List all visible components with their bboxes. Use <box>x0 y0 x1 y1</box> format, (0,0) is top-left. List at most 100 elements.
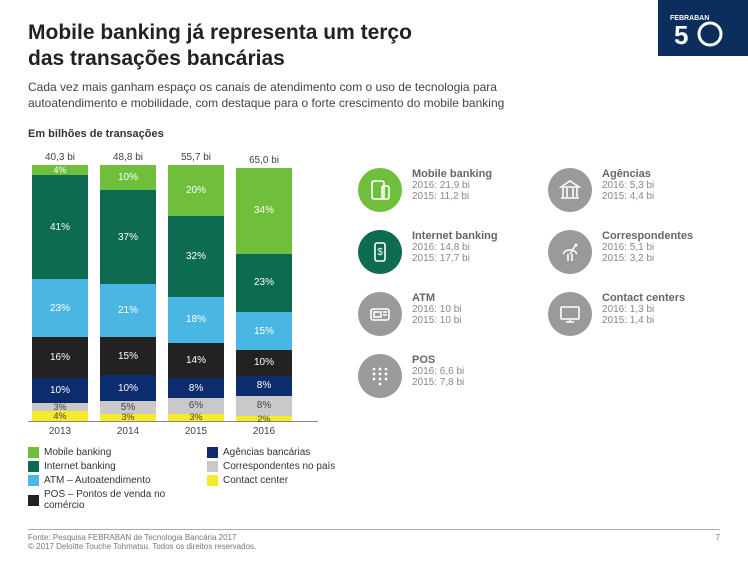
seg-2015-atm: 18% <box>168 297 224 343</box>
panel-text-tablet: Mobile banking2016: 21,9 bi2015: 11,2 bi <box>412 168 492 202</box>
bar-2014: 48,8 bi3%5%10%15%21%37%10% <box>100 152 156 421</box>
legend-label-internet: Internet banking <box>44 461 116 472</box>
bar-total-2015: 55,7 bi <box>181 152 211 163</box>
legend-mobile: Mobile banking <box>28 447 189 458</box>
panel-l1-atm: 2016: 10 bi <box>412 304 462 315</box>
panel-l2-bank: 2015: 4,4 bi <box>602 191 654 202</box>
seg-2013-contact: 4% <box>32 411 88 421</box>
panel-name-monitor: Contact centers <box>602 292 685 304</box>
panel-name-bank: Agências <box>602 168 654 180</box>
bar-2013: 40,3 bi4%3%10%16%23%41%4% <box>32 152 88 421</box>
legend-contact: Contact center <box>207 475 368 486</box>
svg-text:$: $ <box>377 247 383 258</box>
panel-bank: Agências2016: 5,3 bi2015: 4,4 bi <box>548 168 720 212</box>
seg-2015-contact: 3% <box>168 414 224 422</box>
swatch-mobile <box>28 447 39 458</box>
legend-internet: Internet banking <box>28 461 189 472</box>
seg-2014-mobile: 10% <box>100 165 156 190</box>
page-subtitle: Cada vez mais ganham espaço os canais de… <box>28 79 548 113</box>
swatch-contact <box>207 475 218 486</box>
panel-monitor: Contact centers2016: 1,3 bi2015: 1,4 bi <box>548 292 720 336</box>
dish-icon <box>548 230 592 274</box>
atm-icon <box>358 292 402 336</box>
seg-2013-internet: 41% <box>32 175 88 279</box>
bar-total-2016: 65,0 bi <box>249 155 279 166</box>
panel-name-atm: ATM <box>412 292 462 304</box>
seg-2016-mobile: 34% <box>236 168 292 254</box>
seg-2014-atm: 21% <box>100 284 156 337</box>
swatch-pos <box>28 495 39 506</box>
page-number: 7 <box>716 533 720 551</box>
panel-l2-atm: 2015: 10 bi <box>412 315 462 326</box>
x-axis-labels: 2013201420152016 <box>28 426 318 437</box>
seg-2015-agencias: 8% <box>168 378 224 398</box>
panel-name-dish: Correspondentes <box>602 230 693 242</box>
panel-text-dollar: Internet banking2016: 14,8 bi2015: 17,7 … <box>412 230 498 264</box>
seg-2016-internet: 23% <box>236 254 292 312</box>
panel-l2-monitor: 2015: 1,4 bi <box>602 315 685 326</box>
panel-l2-dish: 2015: 3,2 bi <box>602 253 693 264</box>
seg-2016-contact: 2% <box>236 416 292 421</box>
seg-2016-atm: 15% <box>236 312 292 350</box>
swatch-corresp <box>207 461 218 472</box>
panel-name-tablet: Mobile banking <box>412 168 492 180</box>
legend-atm: ATM – Autoatendimento <box>28 475 189 486</box>
panel-l1-dollar: 2016: 14,8 bi <box>412 242 498 253</box>
seg-2014-contact: 3% <box>100 414 156 422</box>
panel-text-dish: Correspondentes2016: 5,1 bi2015: 3,2 bi <box>602 230 693 264</box>
seg-2016-pos: 10% <box>236 350 292 375</box>
chart-legend: Mobile banking Agências bancárias Internet… <box>28 447 368 511</box>
tablet-icon <box>358 168 402 212</box>
seg-2014-agencias: 10% <box>100 375 156 400</box>
swatch-agencias <box>207 447 218 458</box>
legend-label-atm: ATM – Autoatendimento <box>44 475 151 486</box>
chart-title: Em bilhões de transações <box>28 128 318 140</box>
panel-text-monitor: Contact centers2016: 1,3 bi2015: 1,4 bi <box>602 292 685 326</box>
panel-l1-dish: 2016: 5,1 bi <box>602 242 693 253</box>
bar-total-2013: 40,3 bi <box>45 152 75 163</box>
logo-50: 5 <box>674 20 688 48</box>
content: Em bilhões de transações 40,3 bi4%3%10%1… <box>28 128 720 511</box>
title-line1: Mobile banking já representa um terço <box>28 21 412 44</box>
legend-label-mobile: Mobile banking <box>44 447 111 458</box>
panel-l2-keypad: 2015: 7,8 bi <box>412 377 464 388</box>
panel-text-keypad: POS2016: 6,6 bi2015: 7,8 bi <box>412 354 464 388</box>
logo-circle <box>699 23 721 45</box>
panel-dollar: $ Internet banking2016: 14,8 bi2015: 17,7… <box>358 230 530 274</box>
title-line2: das transações bancárias <box>28 47 285 70</box>
bar-2016: 65,0 bi2%8%8%10%15%23%34% <box>236 155 292 421</box>
stacked-bar-chart: 40,3 bi4%3%10%16%23%41%4%48,8 bi3%5%10%1… <box>28 142 318 422</box>
stack-2013: 4%3%10%16%23%41%4% <box>32 165 88 421</box>
stack-2016: 2%8%8%10%15%23%34% <box>236 168 292 421</box>
seg-2013-corresp: 3% <box>32 403 88 411</box>
stack-2014: 3%5%10%15%21%37%10% <box>100 165 156 421</box>
seg-2014-pos: 15% <box>100 337 156 375</box>
panel-text-atm: ATM2016: 10 bi2015: 10 bi <box>412 292 462 326</box>
panel-l1-tablet: 2016: 21,9 bi <box>412 180 492 191</box>
panel-name-keypad: POS <box>412 354 464 366</box>
dollar-icon: $ <box>358 230 402 274</box>
panel-l1-monitor: 2016: 1,3 bi <box>602 304 685 315</box>
panel-l2-dollar: 2015: 17,7 bi <box>412 253 498 264</box>
panel-atm: ATM2016: 10 bi2015: 10 bi <box>358 292 530 336</box>
xlabel-2013: 2013 <box>32 426 88 437</box>
bank-icon <box>548 168 592 212</box>
seg-2015-internet: 32% <box>168 216 224 297</box>
keypad-icon <box>358 354 402 398</box>
legend-agencias: Agências bancárias <box>207 447 368 458</box>
seg-2015-mobile: 20% <box>168 165 224 216</box>
panel-text-bank: Agências2016: 5,3 bi2015: 4,4 bi <box>602 168 654 202</box>
seg-2016-agencias: 8% <box>236 376 292 396</box>
xlabel-2014: 2014 <box>100 426 156 437</box>
page-title: Mobile banking já representa um terço da… <box>28 20 468 73</box>
seg-2013-pos: 16% <box>32 337 88 378</box>
legend-corresp: Correspondentes no país <box>207 461 368 472</box>
swatch-internet <box>28 461 39 472</box>
seg-2014-internet: 37% <box>100 190 156 284</box>
monitor-icon <box>548 292 592 336</box>
seg-2015-corresp: 6% <box>168 398 224 413</box>
seg-2013-atm: 23% <box>32 279 88 337</box>
seg-2013-mobile: 4% <box>32 165 88 175</box>
swatch-atm <box>28 475 39 486</box>
panel-l2-tablet: 2015: 11,2 bi <box>412 191 492 202</box>
